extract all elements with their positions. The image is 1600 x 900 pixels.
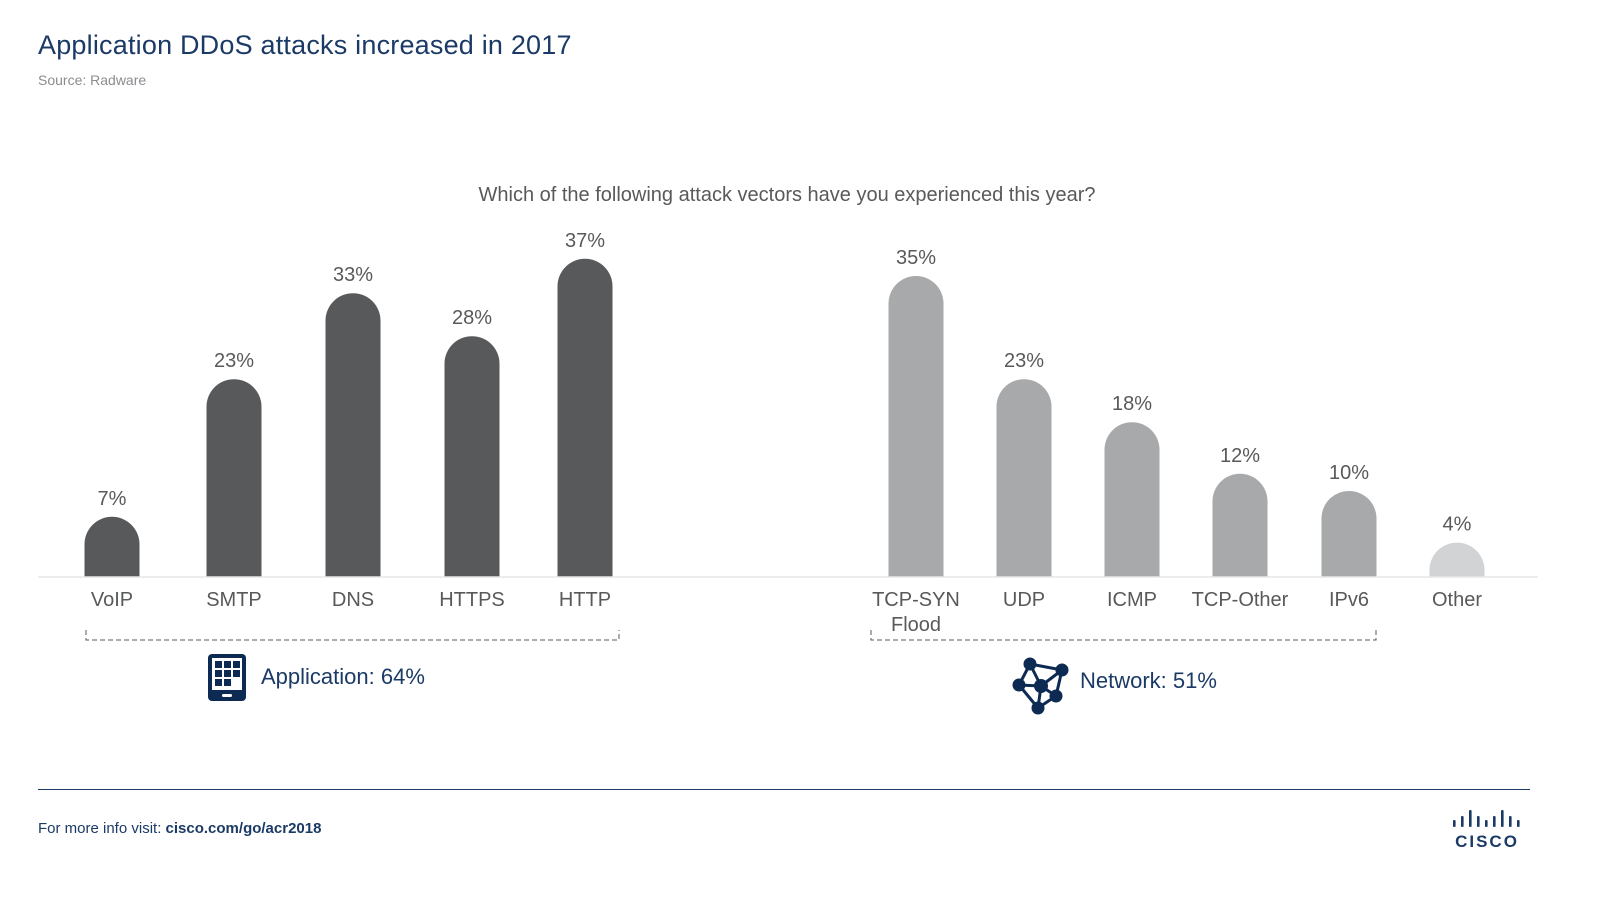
application-group-label: Application: 64% <box>261 664 425 689</box>
value-label: 10% <box>1329 462 1369 484</box>
application-bracket <box>85 630 620 641</box>
category-label: TCP-Other <box>1192 589 1289 611</box>
bar-udp <box>996 379 1052 577</box>
labels-layer: 7% VoIP 23% SMTP 33% DNS 28% HTTPS 37% HTTP 35% TCP… <box>91 230 1482 636</box>
cisco-logo: CISCO <box>1453 810 1520 851</box>
bar-tcp-syn-flood <box>888 276 944 577</box>
network-nodes-icon <box>1012 657 1069 715</box>
category-label: IPv6 <box>1329 589 1369 611</box>
value-label: 33% <box>333 264 373 286</box>
footer-prefix: For more info visit: <box>38 820 166 837</box>
category-label: Other <box>1432 589 1482 611</box>
category-label: TCP-SYN Flood <box>872 589 960 636</box>
tablet-grid-icon <box>208 654 246 701</box>
bars-layer <box>84 258 1485 577</box>
category-label: VoIP <box>91 589 133 611</box>
footer-info: For more info visit: cisco.com/go/acr201… <box>38 820 321 837</box>
network-group-label: Network: 51% <box>1080 668 1217 693</box>
category-label: DNS <box>332 589 374 611</box>
bar-voip <box>84 516 140 577</box>
category-label: HTTP <box>559 589 611 611</box>
value-label: 35% <box>896 247 936 269</box>
bar-http <box>557 258 613 577</box>
bar-ipv6 <box>1321 491 1377 577</box>
cisco-bars-icon <box>1453 810 1520 827</box>
bar-smtp <box>206 379 262 577</box>
value-label: 4% <box>1443 514 1472 536</box>
category-label: ICMP <box>1107 589 1157 611</box>
bar-https <box>444 336 500 577</box>
chart-title: Application DDoS attacks increased in 20… <box>38 30 572 60</box>
value-label: 12% <box>1220 445 1260 467</box>
value-label: 23% <box>1004 350 1044 372</box>
chart-source: Source: Radware <box>38 72 147 88</box>
footer-link[interactable]: cisco.com/go/acr2018 <box>165 820 322 837</box>
category-label: UDP <box>1003 589 1045 611</box>
cisco-logo-text: CISCO <box>1455 832 1519 851</box>
footer-divider <box>38 789 1530 790</box>
bar-dns <box>325 293 381 577</box>
network-bracket <box>870 630 1377 641</box>
bar-tcp-other <box>1212 473 1268 577</box>
bar-icmp <box>1104 422 1160 577</box>
chart-question: Which of the following attack vectors ha… <box>478 184 1096 206</box>
value-label: 7% <box>98 488 127 510</box>
value-label: 28% <box>452 307 492 329</box>
value-label: 37% <box>565 230 605 252</box>
bar-chart: 7% VoIP 23% SMTP 33% DNS 28% HTTPS 37% HTTP 35% TCP… <box>38 230 1538 715</box>
value-label: 18% <box>1112 393 1152 415</box>
bar-other <box>1429 542 1485 577</box>
category-label: HTTPS <box>439 589 505 611</box>
value-label: 23% <box>214 350 254 372</box>
category-label: SMTP <box>206 589 262 611</box>
